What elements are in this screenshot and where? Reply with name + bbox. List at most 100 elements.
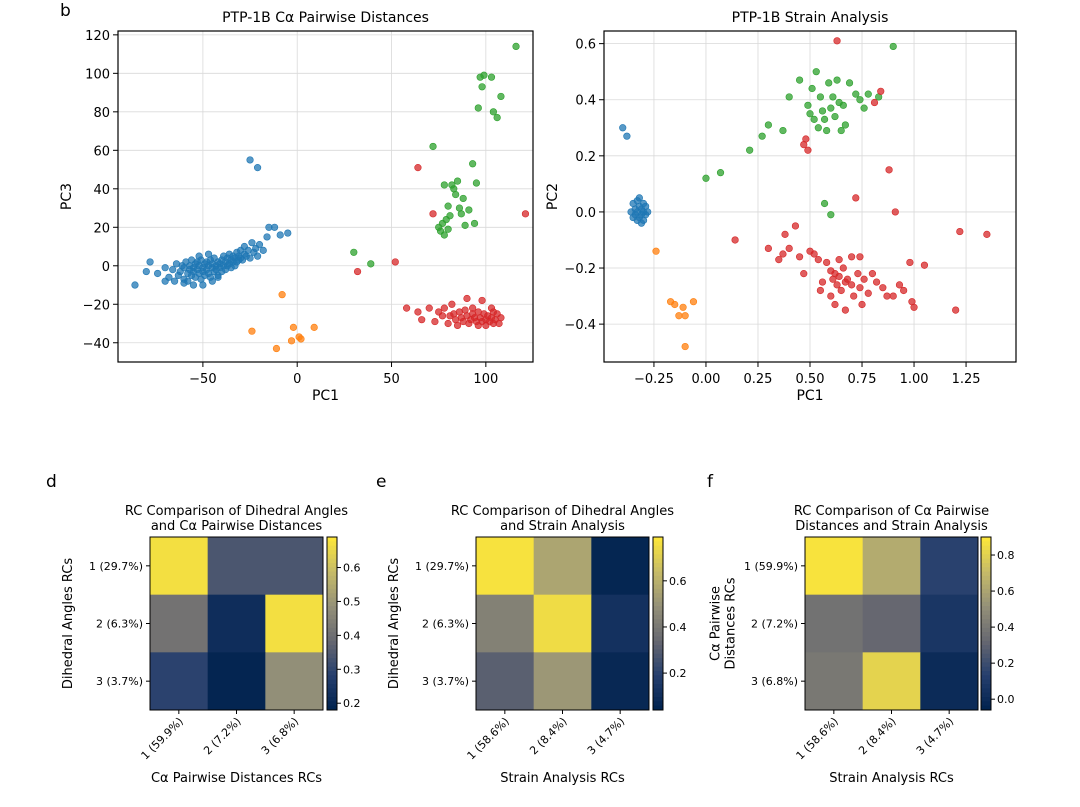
- scatter2-point-cluster-red: [889, 292, 897, 300]
- heat-e-colorbar-segment: [653, 571, 663, 577]
- heat-d-colorbar-segment: [327, 705, 337, 711]
- heat-f-colorbar-segment: [981, 597, 991, 603]
- scatter1-point-cluster-red: [438, 312, 447, 320]
- heat-f-colorbar-segment: [981, 614, 991, 620]
- heat-f-colorbar-segment: [981, 549, 991, 555]
- scatter2-point-cluster-red: [839, 264, 847, 272]
- heat-e-colorbar-segment: [653, 619, 663, 624]
- panel-label-e: e: [376, 472, 386, 492]
- heat-d-colorbar-segment: [327, 632, 337, 637]
- heat-d-cell: [265, 594, 324, 653]
- scatter1-point-cluster-red: [453, 321, 462, 330]
- scatter1-point-cluster-blue: [199, 281, 207, 289]
- scatter1-xtick-label: 50: [383, 372, 400, 387]
- heat-f-colorbar-segment: [981, 545, 991, 551]
- scatter1-point-cluster-blue: [270, 223, 279, 231]
- heat-f-colorbar-segment: [981, 692, 991, 698]
- scatter2-point-cluster-blue: [635, 194, 643, 202]
- scatter2-point-cluster-red: [831, 300, 839, 309]
- scatter1-ytick-label: 0: [102, 260, 110, 275]
- scatter1-point-cluster-blue: [208, 277, 216, 285]
- heat-d-ytick-label: 1 (29.7%): [89, 560, 143, 573]
- heat-d-colorbar-segment: [327, 636, 337, 642]
- scatter1-point-cluster-blue: [246, 254, 254, 262]
- scatter1-point-cluster-blue: [263, 233, 271, 241]
- heat-d-colorbar-segment: [327, 653, 337, 659]
- heat-e-colorbar-segment: [653, 632, 663, 637]
- heat-f-title: Distances and Strain Analysis: [795, 519, 988, 534]
- heat-d-cell: [265, 652, 324, 711]
- heat-f-colorbar-segment: [981, 537, 991, 542]
- scatter2-xtick-label: 0.00: [691, 372, 720, 387]
- scatter2-point-cluster-red: [843, 275, 852, 283]
- heat-d-colorbar-segment: [327, 606, 337, 612]
- heat-d-ytick-label: 3 (3.7%): [96, 675, 143, 688]
- heat-e-xlabel: Strain Analysis RCs: [500, 771, 625, 786]
- heat-e-colorbar-label: 0.2: [669, 667, 687, 680]
- scatter1-point-cluster-red: [353, 267, 362, 276]
- scatter1-point-cluster-blue: [276, 231, 284, 239]
- heat-d-ylabel: Dihedral Angles RCs: [61, 558, 76, 690]
- heat-e-colorbar-segment: [653, 675, 663, 681]
- scatter1-point-cluster-green: [429, 142, 437, 151]
- scatter1-point-cluster-red: [418, 316, 426, 324]
- panel-label-d: d: [46, 472, 57, 492]
- scatter1-point-cluster-blue: [248, 239, 256, 247]
- scatter1-point-cluster-red: [431, 317, 439, 326]
- heat-e-colorbar-frame: [652, 536, 664, 711]
- scatter1-ytick-label: 40: [93, 183, 110, 198]
- heat-d-title: RC Comparison of Dihedral Angles: [125, 504, 348, 519]
- heat-f-cell: [805, 537, 864, 596]
- scatter2-point-cluster-green: [852, 90, 860, 98]
- heat-d-colorbar-segment: [327, 679, 337, 685]
- scatter1-ytick-label: −40: [83, 337, 110, 352]
- heat-e-colorbar-segment: [653, 658, 663, 663]
- scatter2-ytick-label: 0.4: [575, 94, 596, 109]
- heat-d-colorbar-segment: [327, 662, 337, 668]
- scatter2-point-cluster-orange: [671, 300, 679, 309]
- scatter2-point-cluster-green: [864, 90, 872, 98]
- heat-f-colorbar-segment: [981, 584, 991, 590]
- heat-e-colorbar-segment: [653, 701, 663, 707]
- heat-f-colorbar-label: 0.4: [997, 621, 1015, 634]
- heat-d-colorbar-segment: [327, 571, 337, 577]
- heat-e-colorbar-segment: [653, 549, 663, 555]
- scatter2-point-cluster-red: [983, 230, 991, 238]
- scatter1-point-cluster-blue: [161, 264, 169, 272]
- heat-d-ytick-label: 2 (6.3%): [96, 618, 143, 631]
- heat-e-cell: [591, 594, 650, 653]
- heat-e-colorbar-segment: [653, 692, 663, 698]
- scatter1-point-cluster-green: [478, 83, 486, 91]
- scatter1-point-cluster-green: [487, 73, 496, 81]
- scatter1-point-cluster-red: [425, 304, 433, 312]
- scatter1-point-cluster-orange: [297, 335, 305, 343]
- scatter2-xtick-label: 0.25: [744, 372, 773, 387]
- heat-d-colorbar-segment: [327, 688, 337, 694]
- heat-f-colorbar-segment: [981, 688, 991, 694]
- heat-d-colorbar-label: 0.2: [343, 697, 361, 710]
- heat-f-colorbar-segment: [981, 601, 991, 607]
- scatter1-xlabel: PC1: [312, 388, 339, 404]
- heat-d-colorbar-segment: [327, 588, 337, 594]
- heat-d-colorbar-segment: [327, 623, 337, 629]
- heat-f-cell: [920, 652, 979, 711]
- scatter2-point-cluster-red: [818, 278, 827, 286]
- scatter1-point-cluster-green: [480, 71, 488, 79]
- heat-e-cell: [476, 537, 535, 596]
- heat-f-colorbar-segment: [981, 640, 991, 646]
- heat-f-xtick-label: 2 (8.4%): [856, 715, 898, 757]
- heat-e-colorbar-segment: [653, 601, 663, 607]
- heat-f-colorbar-segment: [981, 675, 991, 681]
- scatter2-xtick-label: 0.75: [848, 372, 877, 387]
- scatter2-point-cluster-red: [910, 303, 918, 311]
- scatter1-point-cluster-red: [444, 319, 452, 328]
- heat-f-xtick-label: 1 (58.6%): [794, 715, 841, 762]
- scatter1-point-cluster-blue: [195, 252, 203, 260]
- scatter2-point-cluster-red: [858, 300, 866, 309]
- scatter2-ytick-label: −0.2: [564, 262, 596, 277]
- scatter2-point-cluster-red: [870, 98, 879, 107]
- scatter2-point-cluster-red: [791, 222, 800, 230]
- heat-d-colorbar-segment: [327, 554, 337, 560]
- heat-e-colorbar-segment: [653, 545, 663, 551]
- scatter2-point-cluster-green: [812, 68, 820, 76]
